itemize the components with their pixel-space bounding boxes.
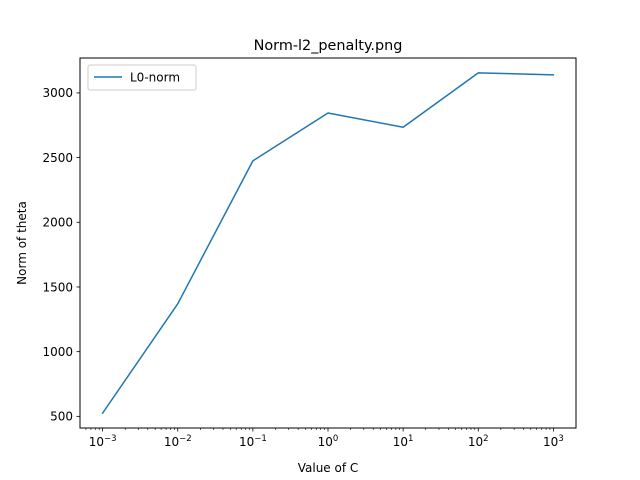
x-tick-label: 10−1 [239,434,267,449]
plot-frame [79,57,577,429]
y-tick-label: 2500 [42,151,73,165]
y-tick-label: 1000 [42,345,73,359]
y-tick-label: 1500 [42,280,73,294]
series-line-0 [101,72,555,415]
series-layer [101,72,555,415]
x-tick-label: 101 [393,434,414,449]
y-tick-label: 2000 [42,216,73,230]
x-tick-label: 10−3 [89,434,117,449]
x-axis-label: Value of C [298,461,359,475]
legend: L0-norm [87,64,197,91]
x-tick-label: 103 [543,434,564,449]
x-tick-label: 102 [468,434,489,449]
y-axis-ticks: 500 1000 1500 2000 2500 3000 [42,86,80,424]
y-axis-label: Norm of theta [15,201,29,285]
x-tick-label: 100 [318,434,339,449]
x-axis-ticks: 10−3 10−2 10−1 100 101 102 103 [89,428,564,449]
x-tick-label: 10−2 [164,434,192,449]
legend-box [87,64,197,91]
y-tick-label: 500 [50,410,73,424]
y-tick-label: 3000 [42,86,73,100]
chart-title: Norm-l2_penalty.png [254,38,403,54]
legend-label: L0-norm [130,71,180,85]
